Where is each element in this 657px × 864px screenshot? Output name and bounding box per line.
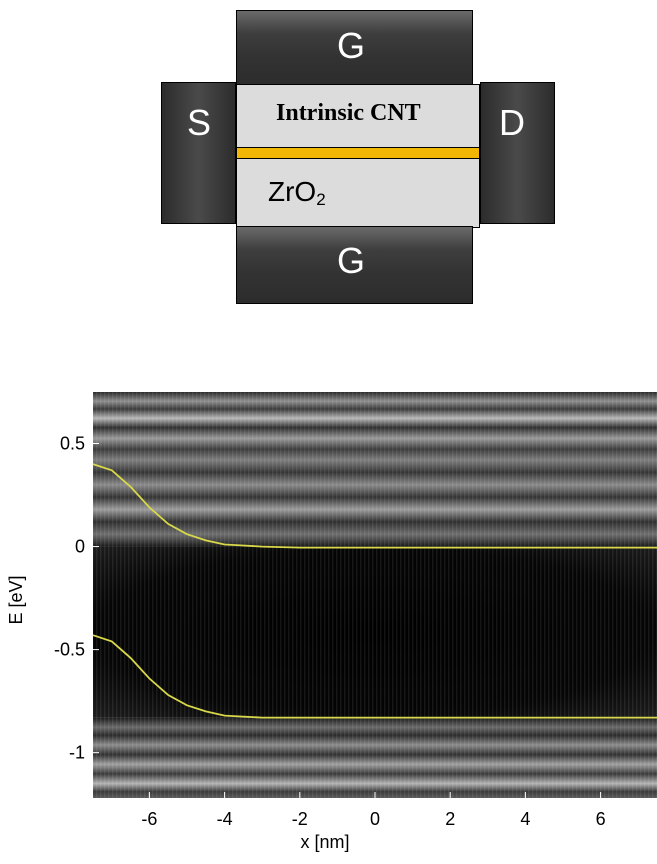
x-tick-label: 4	[520, 809, 530, 829]
cnt-strip	[236, 147, 480, 159]
oxide-text: ZrO	[268, 176, 317, 207]
x-tick-label: 0	[370, 809, 380, 829]
y-tick-label: -0.5	[54, 640, 85, 660]
ldos-plot: -6 -4 -2 0 2 4 6 0.5 0 -0.5 -1 x [nm] E [eV]	[0, 380, 657, 859]
x-tick-label: -6	[141, 809, 157, 829]
y-axis-label: E [eV]	[6, 575, 26, 624]
channel-label: Intrinsic CNT	[276, 100, 421, 126]
ldos-background	[93, 392, 657, 798]
x-tick-label: 2	[445, 809, 455, 829]
y-tick-label: 0	[75, 537, 85, 557]
x-tick-label: -2	[292, 809, 308, 829]
source-label: S	[187, 102, 212, 143]
drain-label: D	[499, 102, 525, 143]
top-gate: G	[236, 10, 473, 86]
bottom-gate-label: G	[337, 240, 366, 281]
x-tick-label: 6	[596, 809, 606, 829]
oxide-subscript: 2	[316, 190, 326, 209]
band-edge-curve-2	[92, 634, 657, 719]
source-electrode: S	[161, 82, 236, 224]
y-tick-label: -1	[69, 743, 85, 763]
drain-electrode: D	[480, 82, 555, 224]
bottom-gate: G	[236, 226, 473, 304]
oxide-label: ZrO2	[268, 176, 326, 210]
y-tick-label: 0.5	[60, 434, 85, 454]
ldos-plot-svg: -6 -4 -2 0 2 4 6 0.5 0 -0.5 -1 x [nm] E [eV]	[6, 392, 657, 852]
band-edges	[92, 463, 657, 719]
x-axis-label: x [nm]	[300, 832, 349, 852]
x-tick-label: -4	[217, 809, 233, 829]
top-gate-label: G	[337, 25, 366, 66]
axes: -6 -4 -2 0 2 4 6 0.5 0 -0.5 -1 x [nm] E [eV]	[6, 434, 606, 852]
interference-stripes	[93, 392, 657, 798]
band-edge-curve-1	[92, 463, 657, 549]
